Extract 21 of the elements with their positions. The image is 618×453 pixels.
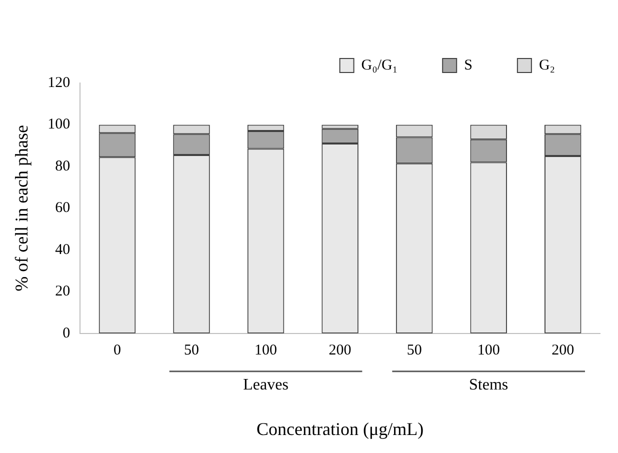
legend-label: S — [464, 57, 472, 74]
x-tick-label: 0 — [113, 342, 121, 358]
x-tick-label: 200 — [552, 342, 574, 358]
y-tick-label: 100 — [48, 116, 70, 133]
y-tick-label: 20 — [55, 284, 70, 300]
x-tick-label: 100 — [477, 342, 500, 358]
legend-label: G₂ — [538, 57, 555, 74]
y-tick-label: 0 — [62, 325, 70, 342]
legend-label: G₀/G₁ — [361, 57, 398, 74]
y-tick-label: 40 — [55, 242, 70, 258]
x-axis-title: Concentration (μg/mL) — [256, 418, 424, 439]
y-tick-label: 80 — [55, 158, 70, 174]
y-axis-title: % of cell in each phase — [12, 124, 32, 292]
x-tick-label: 100 — [254, 342, 278, 358]
text: Stems — [469, 376, 508, 394]
x-tick-label: 50 — [184, 342, 200, 358]
x-tick-label: 200 — [328, 342, 352, 358]
text: Leaves — [243, 376, 288, 394]
y-tick-label: 60 — [55, 200, 70, 216]
y-tick-label: 120 — [48, 74, 70, 91]
x-tick-label: 50 — [406, 342, 422, 358]
